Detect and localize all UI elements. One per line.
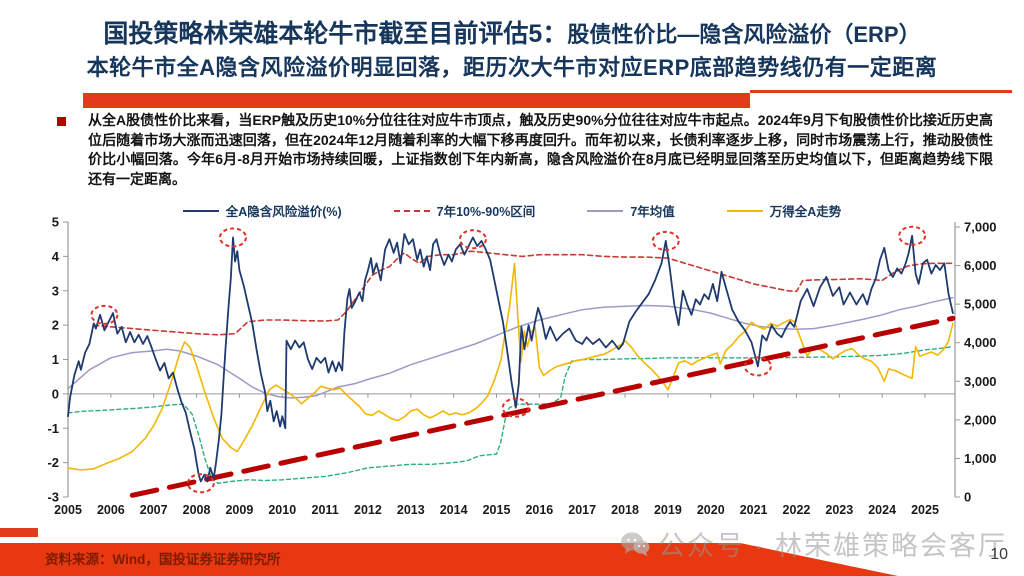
x-tick-label: 2019 bbox=[654, 503, 682, 517]
legend-item-万得全A走势: 万得全A走势 bbox=[726, 201, 842, 220]
bullet-square-icon bbox=[57, 117, 66, 126]
x-tick-label: 2009 bbox=[225, 503, 253, 517]
x-tick-label: 2006 bbox=[97, 503, 125, 517]
annotation-circle bbox=[743, 356, 772, 377]
x-tick-label: 2005 bbox=[54, 503, 82, 517]
x-tick-label: 2012 bbox=[354, 503, 382, 517]
annotation-circle bbox=[90, 304, 119, 325]
x-tick-label: 2007 bbox=[140, 503, 168, 517]
legend-label: 7年10%-90%区间 bbox=[436, 205, 536, 219]
annotation-circle bbox=[651, 230, 680, 251]
right-axis-label: 2,000 bbox=[964, 412, 997, 427]
legend-swatch bbox=[587, 209, 624, 212]
annotation-circle bbox=[186, 473, 215, 494]
series-万得全A走势 bbox=[67, 262, 954, 471]
x-tick-label: 2018 bbox=[611, 503, 639, 517]
left-axis-label: 5 bbox=[52, 216, 59, 230]
right-axis-label: 0 bbox=[964, 490, 971, 505]
source-text: 资料来源：Wind，国投证券证券研究所 bbox=[45, 552, 281, 567]
legend-label: 7年均值 bbox=[630, 205, 675, 219]
x-tick-label: 2015 bbox=[483, 503, 511, 517]
footer-accent-sliver bbox=[0, 528, 38, 537]
right-axis-label: 4,000 bbox=[964, 335, 997, 350]
x-tick-label: 2016 bbox=[525, 503, 553, 517]
annotation-circle bbox=[458, 229, 487, 250]
legend-label: 全A隐含风险溢价(%) bbox=[225, 205, 342, 219]
x-tick-label: 2008 bbox=[183, 503, 211, 517]
x-tick-label: 2013 bbox=[397, 503, 425, 517]
annotation-circle bbox=[501, 397, 530, 418]
legend-item-7年均值: 7年均值 bbox=[587, 201, 675, 220]
left-axis-label: 4 bbox=[52, 249, 60, 264]
left-axis-label: -1 bbox=[47, 421, 59, 436]
right-axis-label: 1,000 bbox=[964, 451, 997, 466]
x-tick-label: 2020 bbox=[697, 503, 725, 517]
title-underline-rule bbox=[750, 90, 1012, 93]
body-paragraph: 从全A股债性价比来看，当ERP触及历史10%分位往往对应牛市顶点，触及历史90%… bbox=[88, 112, 993, 187]
annotation-circle bbox=[218, 227, 247, 248]
x-tick-label: 2024 bbox=[868, 503, 896, 517]
legend-swatch bbox=[726, 209, 763, 212]
left-axis-label: -3 bbox=[47, 490, 59, 505]
series-7年10%-90%区间 bbox=[92, 250, 954, 336]
page-number: 10 bbox=[990, 546, 1008, 563]
wechat-icon bbox=[621, 532, 650, 556]
x-tick-label: 2011 bbox=[312, 503, 339, 517]
x-tick-label: 2010 bbox=[268, 503, 296, 517]
x-tick-label: 2023 bbox=[825, 503, 853, 517]
title-line1-sub: 股债性价比—隐含风险溢价（ERP） bbox=[567, 22, 921, 47]
right-axis-label: 7,000 bbox=[964, 220, 997, 235]
title-line1-main: 国投策略林荣雄本轮牛市截至目前评估5： bbox=[103, 20, 568, 48]
x-tick-label: 2014 bbox=[440, 503, 468, 517]
legend-swatch bbox=[393, 209, 430, 212]
left-axis-label: 3 bbox=[52, 283, 59, 298]
x-tick-label: 2021 bbox=[740, 503, 768, 517]
x-tick-label: 2022 bbox=[783, 503, 811, 517]
right-axis-label: 6,000 bbox=[964, 258, 997, 273]
series-全A隐含风险溢价(%) bbox=[67, 233, 954, 483]
legend-item-7年10%-90%区间: 7年10%-90%区间 bbox=[393, 201, 536, 220]
right-axis-label: 5,000 bbox=[964, 297, 997, 312]
left-axis-label: 1 bbox=[52, 352, 59, 367]
series-7年均值 bbox=[67, 296, 954, 399]
annotation-circle bbox=[898, 225, 927, 246]
title-line-1: 国投策略林荣雄本轮牛市截至目前评估5：股债性价比—隐含风险溢价（ERP） bbox=[0, 16, 1024, 53]
watermark: 公众号 · 林荣雄策略会客厅 bbox=[620, 524, 1007, 563]
title-line-2: 本轮牛市全A隐含风险溢价明显回落，距历次大牛市对应ERP底部趋势线仍有一定距离 bbox=[86, 55, 938, 80]
left-axis-label: -2 bbox=[47, 455, 59, 470]
left-axis-label: 0 bbox=[52, 386, 59, 401]
erp-chart-svg: 2005 2006 2007 2008 2009 2010 2011 2012 2013 2014… bbox=[47, 215, 997, 518]
legend-label: 万得全A走势 bbox=[769, 205, 842, 219]
right-axis-label: 3,000 bbox=[964, 374, 997, 389]
legend-item-全A隐含风险溢价(%): 全A隐含风险溢价(%) bbox=[182, 201, 342, 220]
page-title: 国投策略林荣雄本轮牛市截至目前评估5：股债性价比—隐含风险溢价（ERP） 本轮牛… bbox=[0, 16, 1024, 83]
x-tick-label: 2017 bbox=[568, 503, 596, 517]
left-axis-label: 2 bbox=[52, 318, 59, 333]
x-tick-label: 2025 bbox=[911, 503, 939, 517]
erp-chart: 2005 2006 2007 2008 2009 2010 2011 2012 2013 2014… bbox=[20, 215, 1010, 522]
watermark-text: 公众号 · 林荣雄策略会客厅 bbox=[658, 531, 1007, 561]
footer-band bbox=[0, 543, 898, 576]
chart-legend: 全A隐含风险溢价(%) 7年10%-90%区间 7年均值 万得全A走势 bbox=[40, 201, 984, 220]
title-underline-bar bbox=[83, 93, 750, 108]
legend-swatch bbox=[182, 209, 219, 212]
series-底部趋势线 bbox=[129, 315, 956, 498]
